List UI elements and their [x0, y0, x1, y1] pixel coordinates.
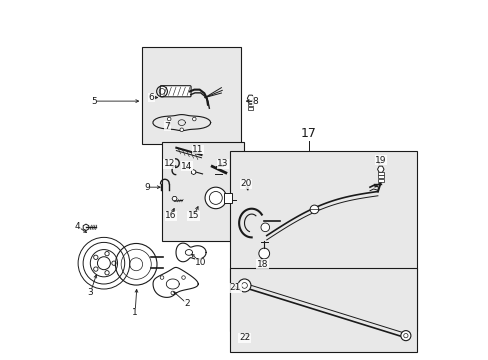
Text: 20: 20: [240, 179, 251, 188]
Text: 16: 16: [165, 211, 176, 220]
Text: 3: 3: [87, 288, 93, 297]
Text: 5: 5: [91, 96, 97, 105]
Polygon shape: [247, 95, 253, 102]
Bar: [230, 268, 416, 352]
Bar: [377, 175, 383, 178]
Bar: [230, 151, 416, 330]
Bar: [247, 107, 253, 110]
Text: 2: 2: [184, 299, 189, 308]
Circle shape: [258, 248, 269, 259]
Circle shape: [209, 192, 222, 204]
Text: 6: 6: [148, 93, 154, 102]
Text: 17: 17: [301, 127, 316, 140]
Text: 10: 10: [195, 258, 206, 267]
Circle shape: [400, 330, 410, 341]
Bar: [377, 172, 383, 175]
Polygon shape: [377, 166, 383, 172]
Bar: [247, 104, 253, 107]
Text: 18: 18: [256, 260, 267, 269]
Bar: [142, 47, 241, 144]
Text: 1: 1: [132, 308, 138, 317]
Bar: [162, 142, 244, 241]
Text: 21: 21: [229, 283, 241, 292]
Bar: [377, 179, 383, 182]
Polygon shape: [191, 170, 195, 175]
Polygon shape: [172, 197, 177, 201]
Circle shape: [261, 223, 269, 231]
Text: 8: 8: [252, 96, 258, 105]
Text: 12: 12: [163, 159, 175, 168]
Circle shape: [204, 187, 226, 209]
Circle shape: [180, 128, 183, 132]
Bar: [247, 101, 253, 103]
Circle shape: [241, 283, 247, 288]
Circle shape: [403, 333, 407, 338]
Text: 22: 22: [238, 333, 250, 342]
Text: 13: 13: [217, 159, 228, 168]
Text: 14: 14: [181, 162, 192, 171]
Circle shape: [238, 279, 250, 292]
Text: 19: 19: [374, 156, 386, 165]
Bar: [223, 193, 231, 203]
Text: 7: 7: [164, 122, 170, 131]
Polygon shape: [83, 224, 89, 230]
Text: 15: 15: [187, 211, 199, 220]
Text: 9: 9: [144, 183, 149, 192]
Text: 11: 11: [192, 145, 203, 154]
Circle shape: [309, 205, 318, 214]
Circle shape: [167, 117, 171, 121]
FancyBboxPatch shape: [160, 86, 191, 97]
Circle shape: [192, 117, 196, 121]
Text: 4: 4: [75, 222, 81, 231]
